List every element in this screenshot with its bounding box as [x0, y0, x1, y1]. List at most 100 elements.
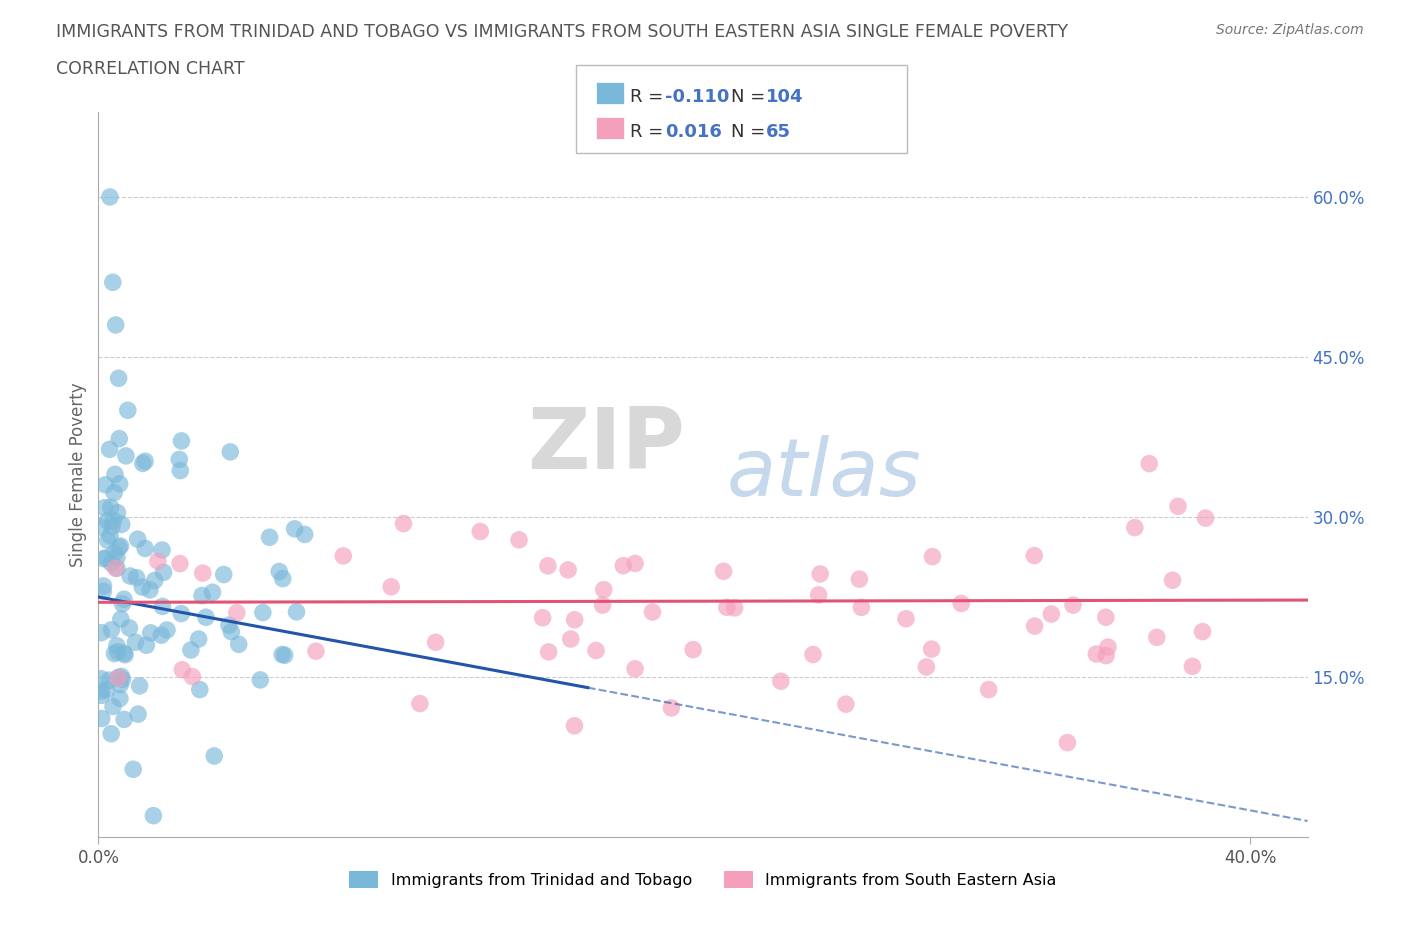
Point	[139, 625, 162, 640]
Point	[114, 647, 136, 662]
Point	[169, 556, 191, 571]
Point	[105, 561, 128, 576]
Point	[96, 513, 118, 528]
Point	[97, 533, 120, 548]
Point	[1123, 520, 1146, 535]
Point	[271, 647, 294, 662]
Point	[508, 532, 530, 547]
Point	[332, 549, 354, 564]
Point	[93, 500, 115, 515]
Point	[977, 683, 1000, 698]
Point	[98, 672, 121, 687]
Point	[259, 530, 281, 545]
Point	[100, 500, 122, 515]
Point	[128, 678, 150, 693]
Point	[894, 611, 917, 626]
Point	[122, 762, 145, 777]
Point	[1024, 548, 1046, 563]
Point	[132, 456, 155, 471]
Point	[134, 454, 156, 469]
Y-axis label: Single Female Poverty: Single Female Poverty	[69, 382, 87, 566]
Point	[537, 644, 560, 659]
Point	[284, 522, 307, 537]
Point	[1137, 457, 1160, 472]
Point	[103, 485, 125, 500]
Point	[1095, 610, 1118, 625]
Point	[218, 618, 240, 632]
Point	[101, 699, 124, 714]
Point	[105, 638, 128, 653]
Point	[425, 635, 447, 650]
Point	[560, 631, 582, 646]
Point	[592, 582, 614, 597]
Point	[202, 749, 225, 764]
Point	[564, 612, 586, 627]
Point	[124, 635, 146, 650]
Point	[146, 553, 169, 568]
Point	[101, 275, 124, 290]
Point	[94, 477, 117, 492]
Point	[1097, 640, 1119, 655]
Point	[380, 579, 402, 594]
Point	[1181, 658, 1204, 673]
Point	[98, 528, 121, 543]
Point	[294, 527, 316, 542]
Point	[835, 697, 858, 711]
Point	[96, 551, 118, 565]
Point	[156, 622, 179, 637]
Point	[769, 673, 792, 688]
Point	[90, 684, 112, 698]
Point	[682, 643, 704, 658]
Point	[110, 612, 132, 627]
Point	[112, 712, 135, 727]
Point	[801, 647, 824, 662]
Point	[716, 600, 738, 615]
Point	[1085, 646, 1108, 661]
Point	[90, 520, 112, 535]
Point	[269, 565, 291, 579]
Point	[470, 524, 492, 538]
Point	[921, 550, 943, 565]
Point	[305, 644, 328, 658]
Point	[252, 605, 274, 620]
Point	[105, 505, 128, 520]
Point	[409, 697, 432, 711]
Point	[713, 564, 735, 578]
Point	[612, 558, 634, 573]
Point	[188, 682, 211, 697]
Point	[152, 599, 174, 614]
Point	[108, 540, 131, 555]
Text: N =: N =	[731, 123, 770, 141]
Point	[1095, 648, 1118, 663]
Point	[104, 317, 127, 332]
Point	[557, 563, 579, 578]
Point	[915, 659, 938, 674]
Point	[142, 808, 165, 823]
Text: 65: 65	[766, 123, 792, 141]
Point	[537, 558, 560, 573]
Point	[143, 573, 166, 588]
Point	[249, 672, 271, 687]
Point	[103, 546, 125, 561]
Point	[90, 711, 112, 726]
Point	[807, 588, 830, 603]
Point	[212, 567, 235, 582]
Point	[170, 606, 193, 621]
Point	[1040, 606, 1063, 621]
Point	[392, 516, 415, 531]
Text: N =: N =	[731, 87, 770, 106]
Text: R =: R =	[630, 123, 669, 141]
Point	[110, 538, 132, 553]
Point	[950, 596, 973, 611]
Point	[90, 671, 112, 686]
Point	[194, 610, 217, 625]
Point	[219, 445, 242, 459]
Point	[531, 610, 554, 625]
Point	[98, 442, 121, 457]
Point	[1161, 573, 1184, 588]
Point	[724, 601, 747, 616]
Point	[285, 604, 308, 619]
Point	[271, 571, 294, 586]
Point	[150, 628, 173, 643]
Point	[108, 677, 131, 692]
